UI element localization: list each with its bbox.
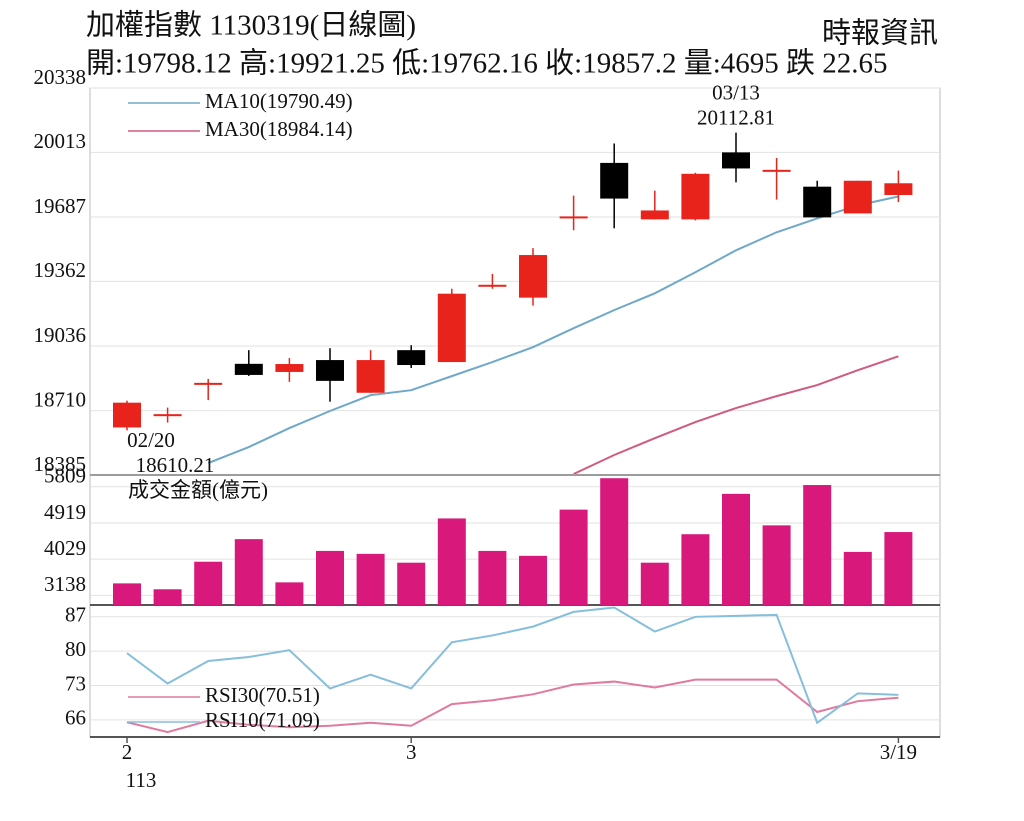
candle-body: [762, 169, 791, 172]
volume-bar: [316, 550, 344, 605]
volume-bar: [843, 551, 872, 605]
annotation-date: 02/20: [127, 428, 175, 452]
candle-body: [640, 210, 669, 220]
x-tick-label: 3: [406, 740, 417, 764]
subtitle: 開:19798.12 高:19921.25 低:19762.16 收:19857…: [86, 47, 888, 80]
candle-body: [397, 350, 426, 366]
volume-bar: [681, 534, 710, 605]
legend-label: RSI30(70.51): [205, 683, 320, 707]
y-tick-label: 19362: [34, 258, 87, 282]
candle-body: [234, 363, 263, 375]
volume-bar: [234, 539, 263, 605]
candle-body: [803, 186, 832, 218]
volume-bar: [153, 589, 182, 605]
source: 時報資訊: [822, 17, 938, 50]
volume-bar: [437, 518, 466, 605]
volume-bar: [803, 485, 832, 605]
y-tick-label: 19036: [34, 323, 87, 347]
y-tick-label: 18385: [34, 452, 87, 476]
candle-body: [884, 183, 913, 195]
x-tick-label: 3/19: [880, 740, 917, 764]
candle-body: [194, 382, 223, 385]
y-tick-label: 20338: [34, 65, 87, 89]
candle-body: [843, 180, 872, 214]
chart-title: 加權指數 1130319(日線圖): [86, 9, 416, 42]
rsi-line: [126, 606, 899, 725]
x-tick-label: 2: [122, 740, 133, 764]
candle-body: [478, 284, 507, 287]
volume-bar: [722, 493, 750, 605]
y-tick-label: 18710: [34, 387, 87, 411]
volume-bar: [640, 562, 669, 605]
candle-body: [559, 216, 588, 219]
rsi-line: [126, 678, 899, 734]
candle-body: [519, 255, 547, 298]
volume-bar: [600, 478, 629, 605]
y-tick-label: 4919: [44, 500, 86, 524]
candle-body: [316, 360, 344, 381]
candle-body: [113, 402, 141, 428]
y-tick-label: 66: [65, 706, 86, 730]
volume-bar: [275, 582, 304, 605]
annotation-value: 18610.21: [136, 453, 215, 477]
candle-body: [356, 360, 385, 393]
volume-bar: [113, 583, 141, 605]
legend-label: MA10(19790.49): [205, 89, 353, 113]
x-sub-label: 113: [126, 768, 157, 792]
volume-bar: [762, 525, 791, 605]
volume-bar: [478, 550, 507, 605]
y-tick-label: 73: [65, 671, 86, 695]
volume-bar: [519, 555, 547, 605]
annotation-value: 20112.81: [697, 105, 775, 129]
volume-label: 成交金額(億元): [128, 478, 268, 502]
volume-bar: [356, 553, 385, 605]
candle-body: [681, 173, 710, 220]
candle-body: [437, 293, 466, 363]
candle-body: [275, 364, 304, 372]
y-tick-label: 4029: [44, 536, 86, 560]
y-tick-label: 3138: [44, 572, 86, 596]
volume-bar: [397, 562, 426, 605]
candle-body: [722, 152, 750, 169]
volume-bar: [884, 532, 913, 605]
candle-body: [600, 162, 629, 199]
y-tick-label: 5809: [44, 464, 86, 488]
ma-line: [573, 355, 899, 475]
y-tick-label: 20013: [34, 129, 87, 153]
ma-line: [207, 195, 899, 465]
legend-label: RSI10(71.09): [205, 708, 320, 732]
volume-bar: [559, 509, 588, 605]
annotation-date: 03/13: [712, 80, 760, 104]
candle-body: [153, 414, 182, 417]
volume-bar: [194, 561, 223, 605]
y-tick-label: 87: [65, 603, 86, 627]
y-tick-label: 19687: [34, 194, 87, 218]
y-tick-label: 80: [65, 637, 86, 661]
legend-label: MA30(18984.14): [205, 117, 353, 141]
